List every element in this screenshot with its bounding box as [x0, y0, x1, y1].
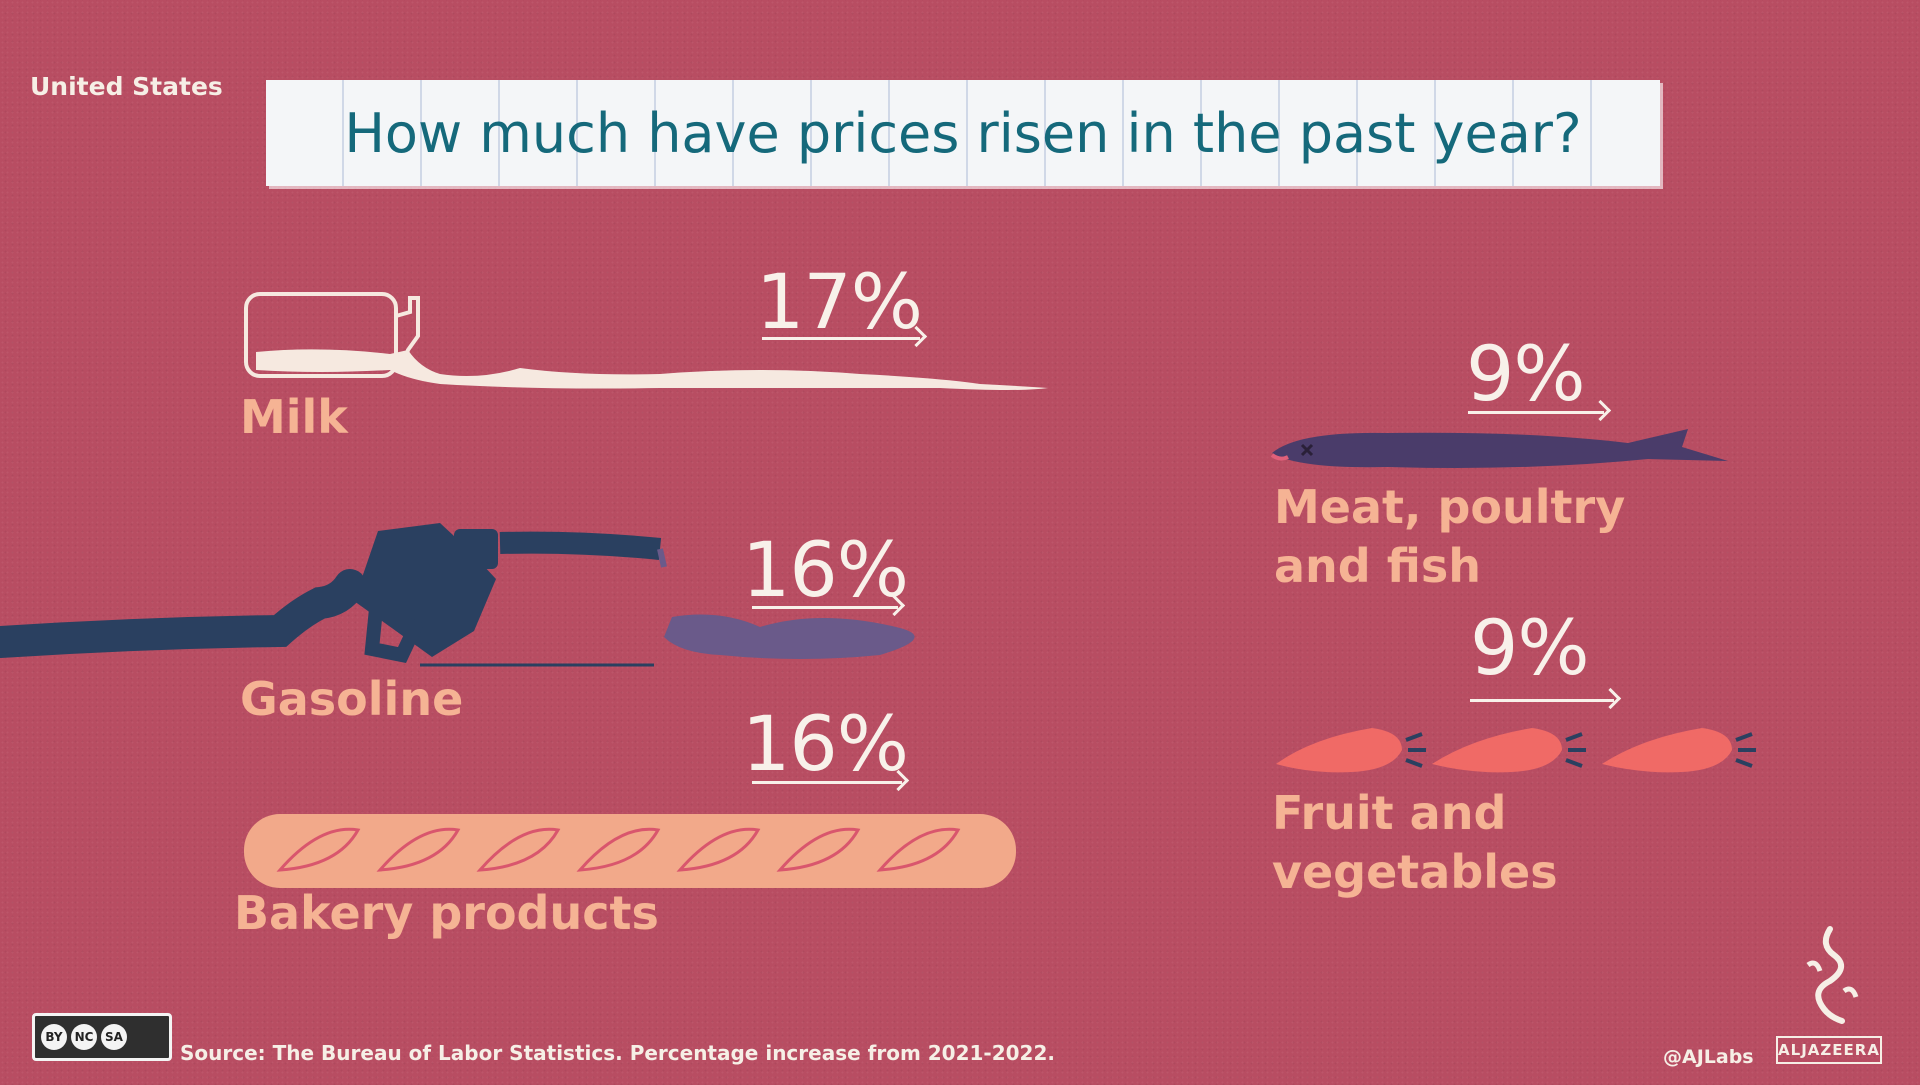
creative-commons-badge: BY NC SA [32, 1013, 172, 1061]
data-label-underline-gasoline [752, 606, 898, 609]
license-badge-nc: NC [71, 1024, 97, 1050]
category-label-gasoline: Gasoline [240, 672, 464, 726]
source-note: Source: The Bureau of Labor Statistics. … [180, 1041, 1055, 1065]
fuel-pump-nozzle-icon [0, 523, 915, 667]
data-label-underline-bakery [752, 781, 902, 784]
category-label-meat: Meat, poultry and fish [1274, 480, 1626, 593]
al-jazeera-wordmark: ALJAZEERA [1776, 1036, 1882, 1064]
category-label-bakery: Bakery products [234, 886, 659, 940]
data-label-gasoline: 16% [742, 525, 909, 614]
aj-labs-handle: @AJLabs [1663, 1046, 1754, 1068]
title-banner: How much have prices risen in the past y… [266, 80, 1660, 186]
data-label-underline-fruit [1470, 699, 1614, 702]
chart-title: How much have prices risen in the past y… [344, 101, 1582, 165]
data-label-bakery: 16% [742, 699, 909, 788]
fish-icon [1270, 429, 1728, 468]
baguette-icon [244, 814, 1016, 888]
data-label-milk: 17% [756, 257, 923, 346]
license-badge-sa: SA [101, 1024, 127, 1050]
category-label-milk: Milk [240, 390, 348, 444]
milk-bottle-icon [244, 292, 1048, 390]
data-label-fruit: 9% [1470, 603, 1590, 692]
data-label-underline-meat [1468, 411, 1604, 414]
category-label-fruit: Fruit and vegetables [1272, 786, 1558, 899]
country-label: United States [30, 72, 223, 101]
carrot-icon [1276, 728, 1756, 773]
data-label-underline-milk [762, 337, 920, 340]
al-jazeera-logo-icon [1806, 926, 1859, 1024]
data-label-meat: 9% [1466, 329, 1586, 418]
license-badge-by: BY [41, 1024, 67, 1050]
